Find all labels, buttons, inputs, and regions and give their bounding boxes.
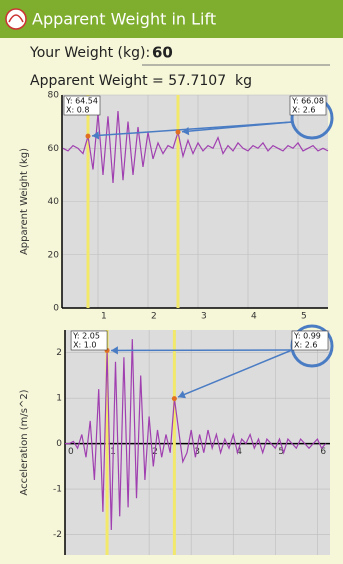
annotation-x: X: 2.6 <box>294 341 317 350</box>
annotation-y: Y: 64.54 <box>65 97 98 106</box>
y-tick-label: 2 <box>56 348 62 358</box>
annotation-x: X: 2.6 <box>292 106 315 115</box>
y-tick-label: -1 <box>53 485 62 495</box>
y-axis-label: Acceleration (m/s^2) <box>19 389 30 495</box>
x-tick-label: 0 <box>68 447 74 457</box>
y-axis-label: Apparent Weight (kg) <box>19 148 30 255</box>
y-tick-label: 0 <box>56 439 62 449</box>
y-tick-label: 80 <box>48 91 60 101</box>
annotation-x: X: 0.8 <box>66 106 89 115</box>
y-tick-label: 1 <box>56 394 62 404</box>
x-tick-label: 4 <box>251 312 257 322</box>
y-tick-label: 20 <box>48 250 60 260</box>
annotation-y: Y: 66.08 <box>291 97 324 106</box>
cursor-marker <box>176 130 181 135</box>
page: Apparent Weight in Lift Your Weight (kg)… <box>0 0 343 564</box>
annotation-y: Y: 0.99 <box>293 332 321 341</box>
x-tick-label: 2 <box>151 312 157 322</box>
screen: Apparent Weight in Lift Your Weight (kg)… <box>0 0 343 564</box>
y-tick-label: 60 <box>48 144 60 154</box>
cursor-marker <box>172 396 177 401</box>
app-title: Apparent Weight in Lift <box>32 10 216 29</box>
annotation-x: X: 1.0 <box>73 341 96 350</box>
x-tick-label: 5 <box>301 312 307 322</box>
cursor-marker <box>86 134 91 139</box>
y-tick-label: 40 <box>48 197 60 207</box>
x-tick-label: 3 <box>201 312 207 322</box>
annotation-y: Y: 2.05 <box>72 332 100 341</box>
x-tick-label: 1 <box>101 312 107 322</box>
y-tick-label: -2 <box>53 530 62 540</box>
weight-label: Your Weight (kg): <box>29 45 150 61</box>
result-text: Apparent Weight = 57.7107 kg <box>30 73 252 89</box>
weight-input[interactable]: 60 <box>152 44 173 62</box>
app-icon[interactable] <box>6 9 26 29</box>
y-tick-label: 0 <box>53 304 59 314</box>
